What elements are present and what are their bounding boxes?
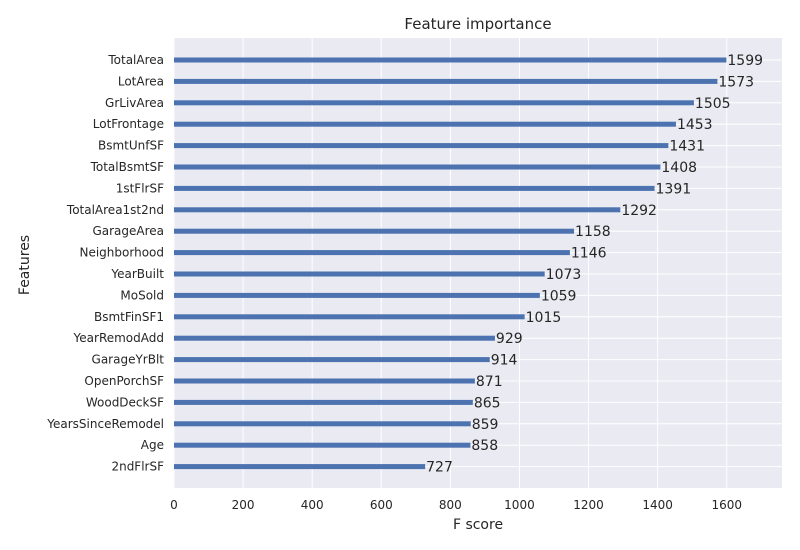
bar (174, 271, 545, 277)
bar (174, 143, 669, 149)
bar (174, 57, 727, 63)
x-tick-label: 200 (232, 498, 255, 512)
bars (174, 57, 727, 470)
bar-value-label: 1599 (727, 53, 763, 69)
y-tick-label: Age (141, 438, 164, 452)
plot-background (174, 38, 782, 488)
x-tick-label: 400 (301, 498, 324, 512)
chart-title: Feature importance (404, 15, 551, 33)
bar (174, 228, 575, 234)
y-tick-label: WoodDeckSF (86, 395, 164, 409)
bar (174, 399, 473, 405)
y-tick-label: GarageArea (92, 224, 164, 238)
bar (174, 378, 475, 384)
x-tick-label: 1600 (711, 498, 742, 512)
bar-value-label: 1059 (541, 288, 577, 304)
y-tick-label: 1stFlrSF (116, 181, 164, 195)
bar (174, 185, 655, 191)
bar (174, 314, 525, 320)
bar (174, 100, 694, 106)
x-tick-labels: 0 200 400 600 800 1000 1200 1400 1600 (170, 498, 742, 512)
y-tick-label: YearRemodAdd (73, 331, 164, 345)
bar-value-label: 929 (496, 331, 523, 347)
y-tick-label: 2ndFlrSF (111, 460, 164, 474)
y-tick-label: GarageYrBlt (92, 353, 165, 367)
y-tick-label: LotFrontage (93, 117, 164, 131)
bar (174, 335, 495, 341)
bar-value-label: 727 (426, 460, 453, 476)
y-tick-label: BsmtUnfSF (98, 139, 164, 153)
y-tick-label: TotalBsmtSF (90, 160, 165, 174)
bar (174, 292, 540, 298)
y-tick-labels: TotalArea LotArea GrLivArea LotFrontage Bsmt… (46, 53, 164, 474)
bar-value-label: 1505 (695, 96, 731, 112)
bar-value-label: 859 (472, 417, 499, 433)
value-labels: 1599 1573 1505 1453 1431 1408 1391 1292 1158 1146… (426, 53, 763, 476)
x-tick-label: 1400 (642, 498, 673, 512)
bar (174, 164, 661, 170)
y-axis-label: Features (17, 235, 33, 295)
bar (174, 464, 426, 470)
bar-value-label: 1073 (546, 267, 582, 283)
bar (174, 442, 471, 448)
bar (174, 78, 718, 84)
y-tick-label: YearsSinceRemodel (46, 417, 164, 431)
bar-value-label: 1573 (718, 74, 754, 90)
x-tick-label: 1200 (573, 498, 604, 512)
y-tick-label: BsmtFinSF1 (94, 310, 164, 324)
bar-value-label: 1015 (526, 310, 562, 326)
y-tick-label: YearBuilt (110, 267, 164, 281)
bar-value-label: 1431 (669, 139, 705, 155)
y-tick-label: Neighborhood (79, 246, 164, 260)
bar-value-label: 1391 (656, 181, 692, 197)
bar (174, 421, 471, 427)
bar-value-label: 865 (474, 395, 501, 411)
bar-value-label: 1158 (575, 224, 611, 240)
x-tick-label: 1000 (504, 498, 535, 512)
y-tick-label: LotArea (118, 74, 164, 88)
bar (174, 121, 676, 127)
x-tick-label: 0 (170, 498, 178, 512)
y-tick-label: TotalArea1st2nd (66, 203, 164, 217)
x-axis-label: F score (453, 517, 503, 533)
x-tick-label: 800 (439, 498, 462, 512)
y-tick-label: GrLivArea (105, 96, 164, 110)
y-tick-label: MoSold (120, 288, 164, 302)
bar-value-label: 1453 (677, 117, 713, 133)
y-tick-label: TotalArea (107, 53, 164, 67)
bar-value-label: 914 (491, 353, 518, 369)
bar (174, 250, 570, 256)
x-tick-label: 600 (370, 498, 393, 512)
bar-value-label: 1408 (661, 160, 697, 176)
y-tick-label: OpenPorchSF (84, 374, 164, 388)
bar-value-label: 871 (476, 374, 503, 390)
bar-value-label: 1146 (571, 246, 607, 262)
bar (174, 207, 621, 213)
bar-value-label: 858 (471, 438, 498, 454)
bar (174, 357, 490, 363)
bar-value-label: 1292 (621, 203, 657, 219)
